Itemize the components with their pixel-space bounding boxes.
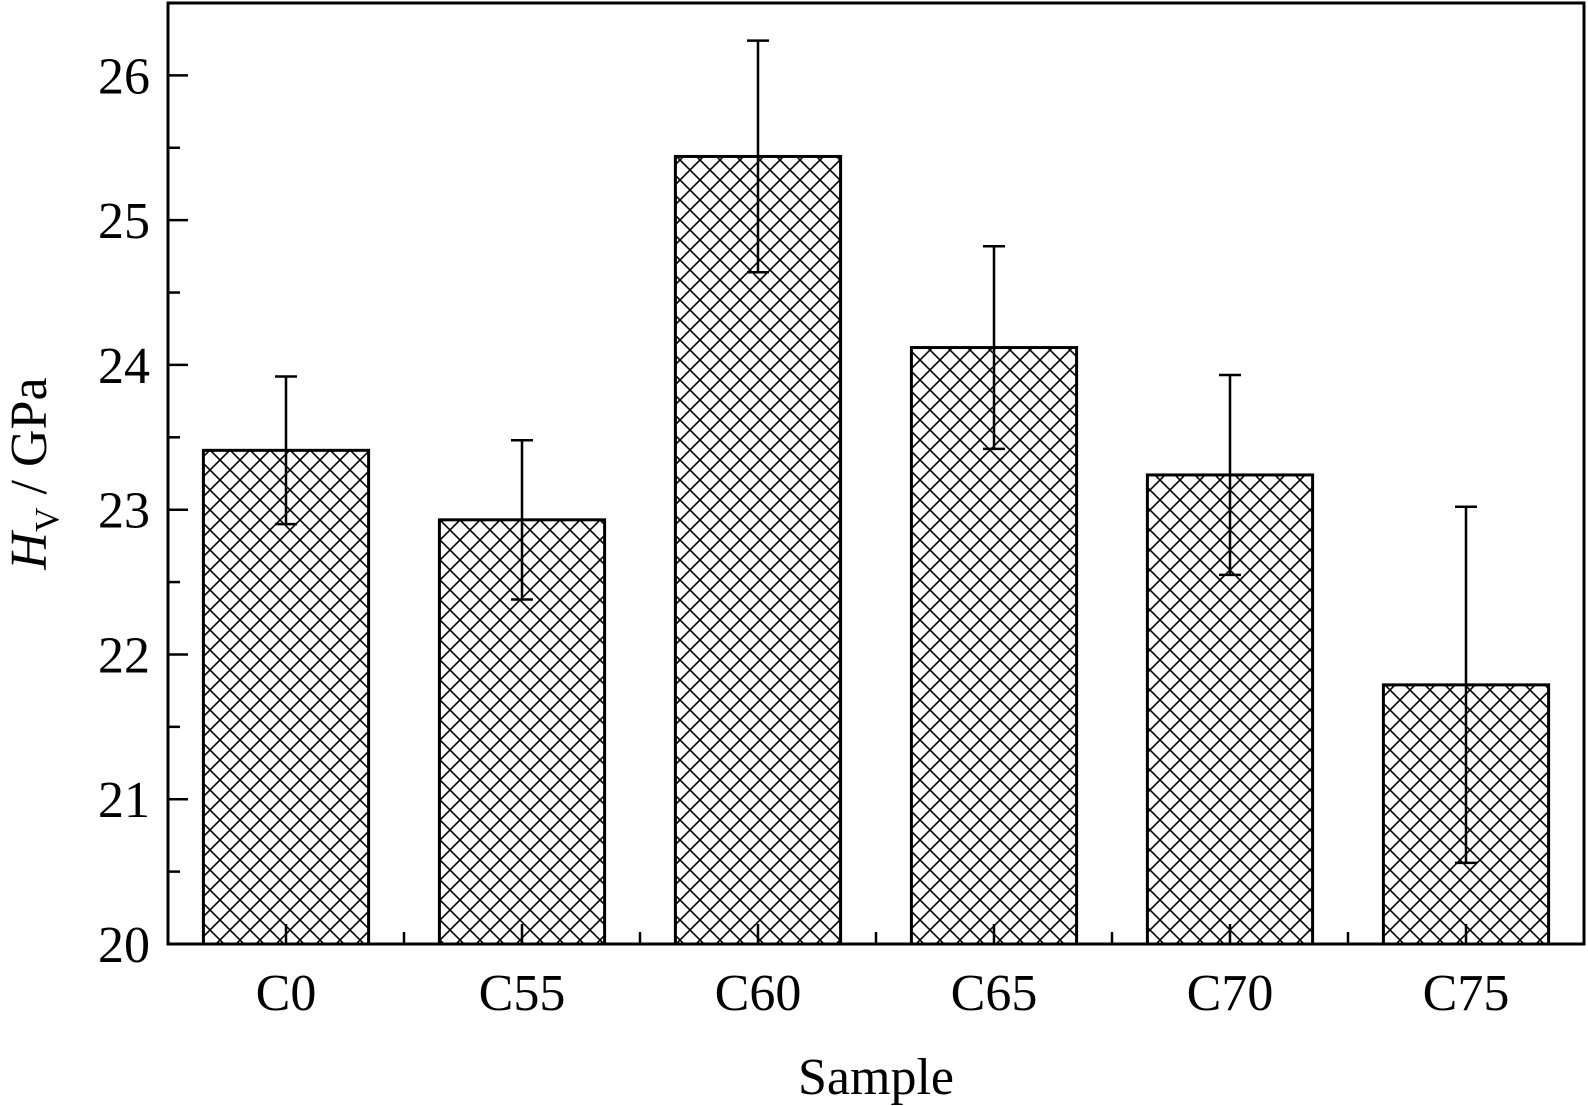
y-tick-label: 20 bbox=[98, 917, 150, 974]
y-axis-title-rest: / GPa bbox=[1, 377, 58, 507]
y-axis-title-sub: V bbox=[29, 507, 66, 532]
y-tick-label: 22 bbox=[98, 627, 150, 684]
bar-c0 bbox=[201, 448, 371, 946]
x-tick-label: C60 bbox=[715, 965, 802, 1022]
y-tick-label: 26 bbox=[98, 48, 150, 105]
bar-c60 bbox=[673, 154, 843, 946]
x-tick-label: C55 bbox=[479, 965, 566, 1022]
x-tick-label: C70 bbox=[1187, 965, 1274, 1022]
y-axis-title-main: H bbox=[1, 530, 58, 571]
x-axis-title: Sample bbox=[798, 1049, 954, 1106]
y-tick-label: 25 bbox=[98, 193, 150, 250]
x-tick-label: C75 bbox=[1423, 965, 1510, 1022]
x-tick-label: C0 bbox=[256, 965, 317, 1022]
labels-layer: C0 C55 C60 C65 C70 C75 20 21 22 23 24 25 26 bbox=[98, 48, 1509, 1022]
ticks-layer bbox=[168, 74, 1468, 946]
y-tick-label: 24 bbox=[98, 338, 150, 395]
error-bars-layer bbox=[275, 39, 1477, 865]
plot-frame bbox=[166, 1, 1586, 946]
bars-layer bbox=[201, 154, 1551, 946]
y-tick-label: 23 bbox=[98, 483, 150, 540]
y-tick-label: 21 bbox=[98, 772, 150, 829]
y-axis-title: HV / GPa bbox=[1, 377, 66, 570]
x-tick-label: C65 bbox=[951, 965, 1038, 1022]
